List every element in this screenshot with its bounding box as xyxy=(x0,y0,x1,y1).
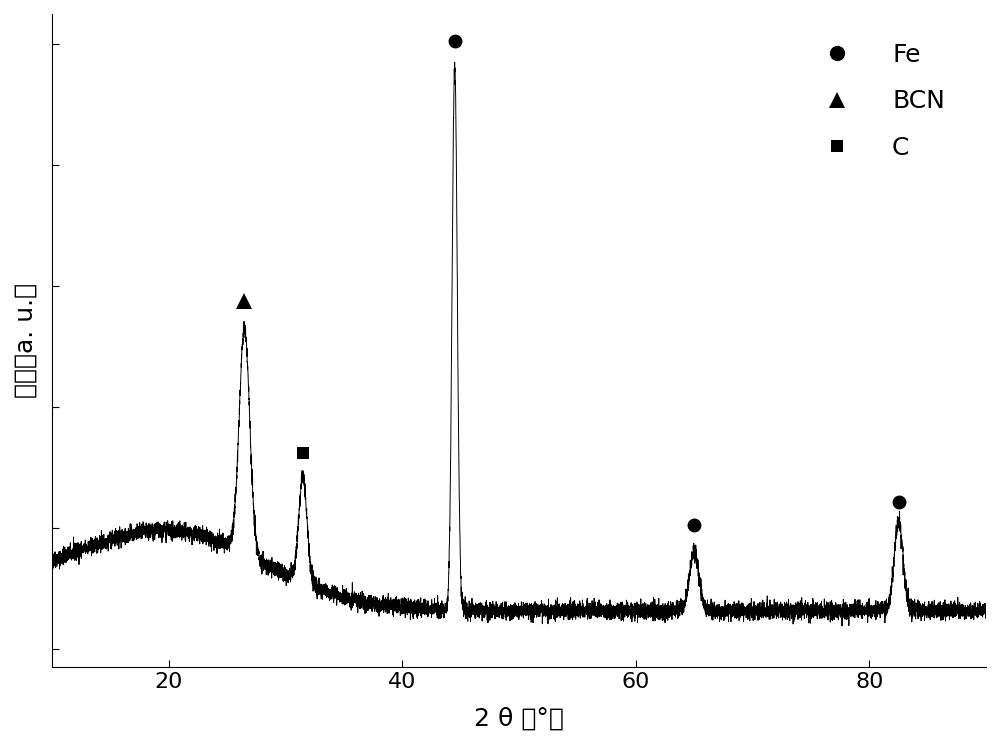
Legend: Fe, BCN, C: Fe, BCN, C xyxy=(802,33,955,170)
X-axis label: 2 θ （°）: 2 θ （°） xyxy=(474,706,564,730)
Y-axis label: 强度（a. u.）: 强度（a. u.） xyxy=(14,283,38,398)
